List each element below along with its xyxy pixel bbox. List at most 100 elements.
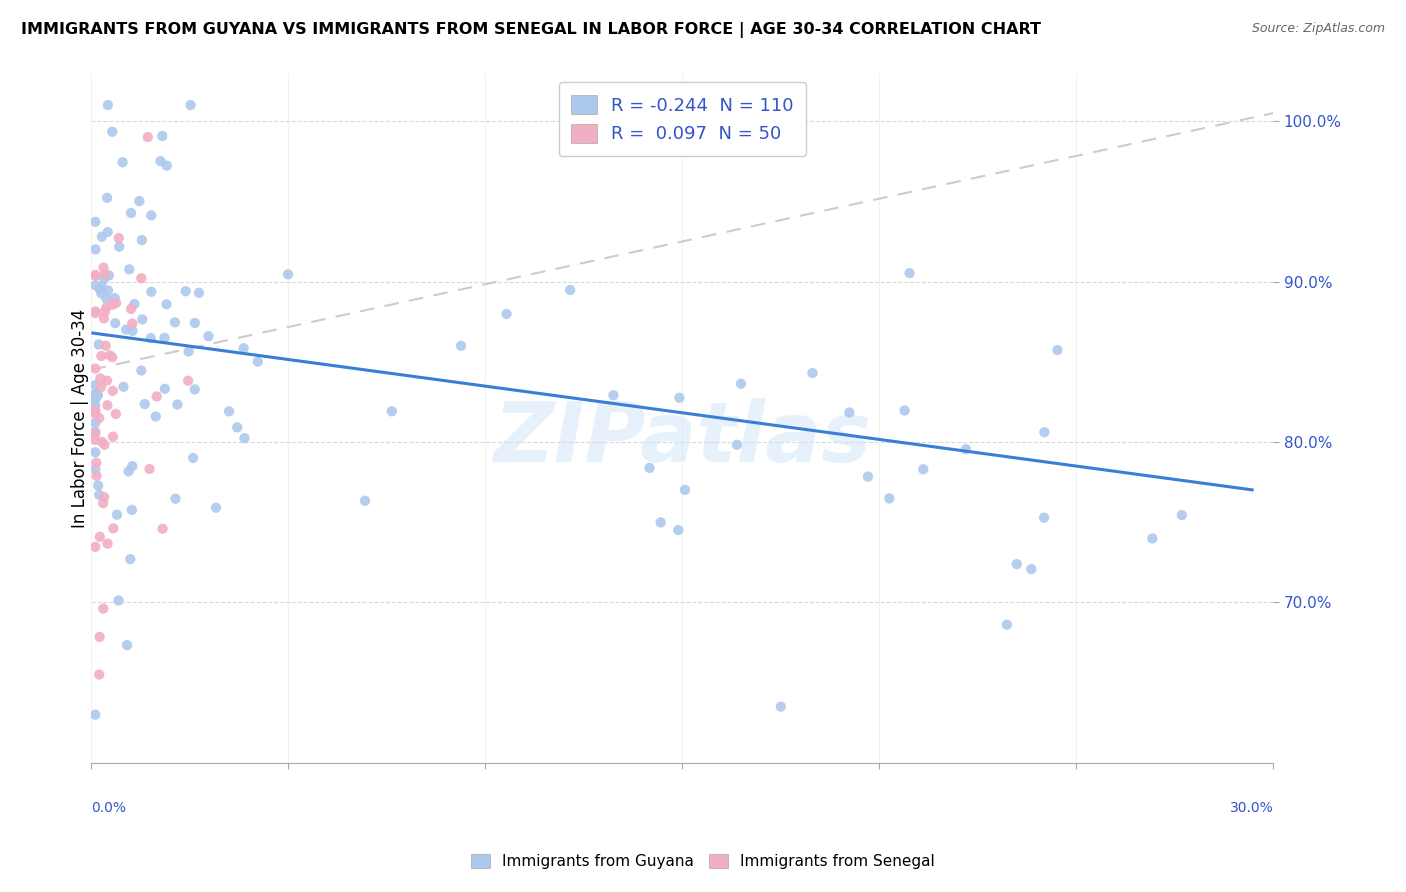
Text: IMMIGRANTS FROM GUYANA VS IMMIGRANTS FROM SENEGAL IN LABOR FORCE | AGE 30-34 COR: IMMIGRANTS FROM GUYANA VS IMMIGRANTS FRO… bbox=[21, 22, 1040, 38]
Point bbox=[87, 388, 110, 402]
Legend: Immigrants from Guyana, Immigrants from Senegal: Immigrants from Guyana, Immigrants from … bbox=[465, 848, 941, 875]
Point bbox=[94, 267, 117, 281]
Point bbox=[381, 404, 404, 418]
Point bbox=[101, 430, 124, 444]
Point bbox=[1033, 425, 1056, 440]
Point bbox=[197, 329, 219, 343]
Point bbox=[124, 297, 146, 311]
Point bbox=[97, 268, 120, 283]
Point bbox=[155, 297, 177, 311]
Point bbox=[101, 125, 124, 139]
Point bbox=[184, 316, 207, 330]
Point bbox=[94, 304, 117, 318]
Point bbox=[93, 272, 115, 286]
Point bbox=[141, 285, 163, 299]
Point bbox=[96, 301, 118, 315]
Point bbox=[104, 316, 127, 330]
Point bbox=[450, 339, 472, 353]
Point bbox=[136, 130, 159, 145]
Point bbox=[666, 523, 689, 537]
Point bbox=[166, 397, 188, 411]
Point bbox=[879, 491, 901, 506]
Point bbox=[96, 536, 118, 550]
Point bbox=[112, 380, 135, 394]
Point bbox=[94, 339, 117, 353]
Point bbox=[560, 283, 582, 297]
Point bbox=[104, 407, 127, 421]
Point bbox=[84, 392, 107, 407]
Point bbox=[156, 159, 179, 173]
Point bbox=[131, 363, 153, 377]
Point bbox=[1021, 562, 1043, 576]
Point bbox=[89, 630, 111, 644]
Point bbox=[87, 337, 110, 351]
Point bbox=[84, 387, 107, 401]
Point bbox=[84, 425, 107, 439]
Point bbox=[105, 296, 128, 310]
Point bbox=[93, 490, 115, 504]
Point bbox=[107, 231, 129, 245]
Point bbox=[150, 128, 173, 143]
Legend: R = -0.244  N = 110, R =  0.097  N = 50: R = -0.244 N = 110, R = 0.097 N = 50 bbox=[558, 82, 806, 156]
Point bbox=[277, 268, 299, 282]
Point bbox=[103, 521, 125, 535]
Point bbox=[90, 279, 112, 293]
Point bbox=[96, 292, 118, 306]
Point bbox=[84, 306, 107, 320]
Point bbox=[650, 516, 672, 530]
Point bbox=[184, 383, 207, 397]
Point bbox=[104, 291, 127, 305]
Point bbox=[495, 307, 517, 321]
Point bbox=[84, 416, 107, 430]
Point bbox=[131, 271, 153, 285]
Y-axis label: In Labor Force | Age 30-34: In Labor Force | Age 30-34 bbox=[72, 309, 89, 527]
Point bbox=[115, 638, 138, 652]
Point bbox=[121, 324, 143, 338]
Point bbox=[673, 483, 696, 497]
Point bbox=[105, 508, 128, 522]
Text: 0.0%: 0.0% bbox=[91, 801, 127, 814]
Point bbox=[177, 344, 200, 359]
Point bbox=[84, 433, 107, 447]
Point bbox=[108, 239, 131, 253]
Point bbox=[912, 462, 935, 476]
Point bbox=[84, 361, 107, 376]
Point bbox=[153, 382, 176, 396]
Point bbox=[91, 496, 114, 510]
Point bbox=[145, 389, 167, 403]
Point bbox=[145, 409, 167, 424]
Point bbox=[84, 407, 107, 421]
Point bbox=[730, 376, 752, 391]
Point bbox=[84, 268, 107, 282]
Point bbox=[93, 311, 115, 326]
Point bbox=[84, 462, 107, 476]
Point bbox=[838, 405, 860, 419]
Point bbox=[84, 268, 107, 283]
Point bbox=[668, 391, 690, 405]
Point bbox=[84, 278, 107, 293]
Point bbox=[97, 98, 120, 112]
Point bbox=[84, 426, 107, 441]
Point bbox=[84, 243, 107, 257]
Point bbox=[101, 298, 124, 312]
Point bbox=[89, 411, 111, 425]
Point bbox=[121, 459, 143, 474]
Point bbox=[89, 667, 111, 681]
Point bbox=[232, 341, 254, 355]
Point bbox=[1005, 557, 1028, 571]
Point bbox=[84, 215, 107, 229]
Point bbox=[141, 208, 163, 222]
Point bbox=[93, 438, 115, 452]
Point bbox=[93, 260, 115, 275]
Point bbox=[134, 397, 156, 411]
Point bbox=[97, 284, 120, 298]
Point bbox=[91, 601, 114, 615]
Point bbox=[898, 266, 921, 280]
Point bbox=[149, 154, 172, 169]
Point bbox=[84, 707, 107, 722]
Point bbox=[181, 450, 204, 465]
Point bbox=[111, 155, 134, 169]
Point bbox=[233, 431, 256, 445]
Point bbox=[86, 388, 108, 402]
Point bbox=[120, 301, 142, 316]
